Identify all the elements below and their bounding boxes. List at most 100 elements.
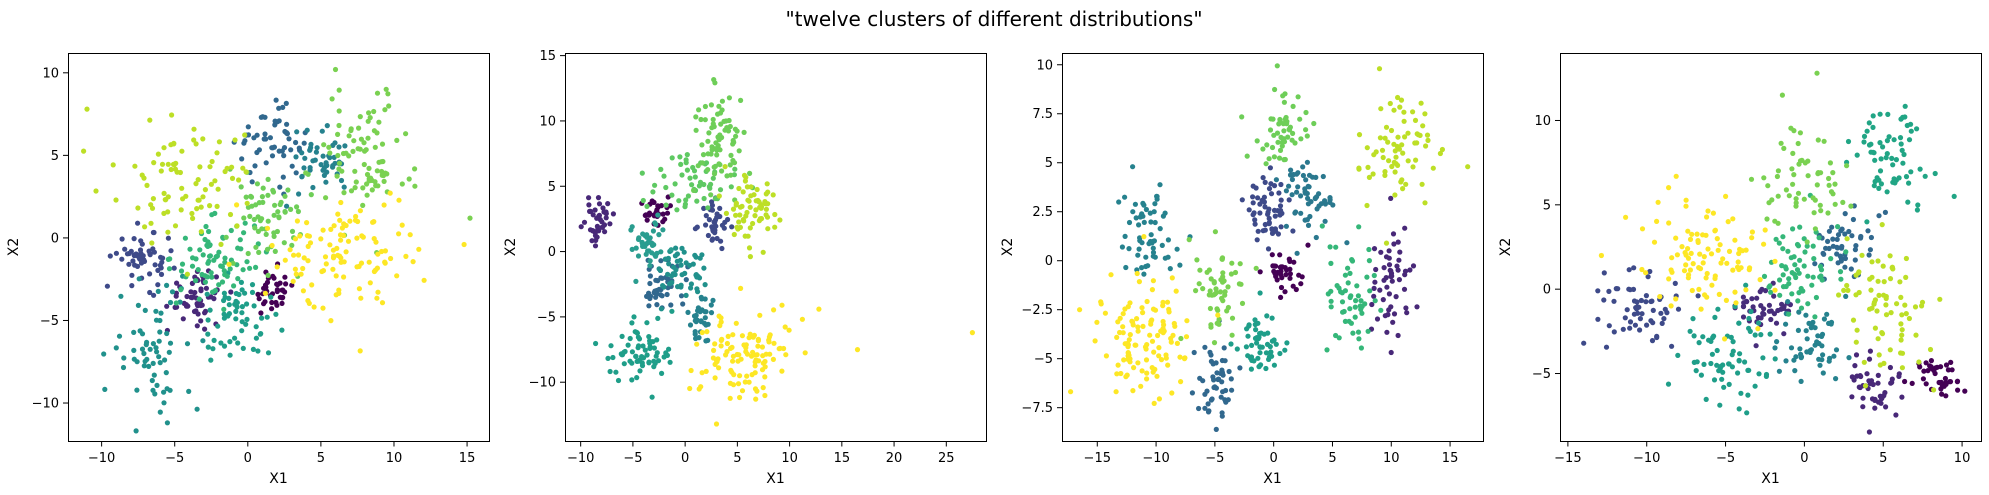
data-point xyxy=(731,139,737,145)
data-point xyxy=(1853,339,1859,345)
y-tick-label: 2.5 xyxy=(1032,205,1053,220)
data-point xyxy=(218,340,224,346)
data-point xyxy=(1178,335,1184,342)
y-tick-label: −5 xyxy=(1532,367,1551,382)
data-point xyxy=(1151,400,1157,406)
data-point xyxy=(335,131,341,137)
data-point xyxy=(1881,279,1887,285)
data-point xyxy=(1394,143,1400,150)
data-point xyxy=(252,225,258,231)
data-point xyxy=(205,344,211,350)
data-point xyxy=(1817,263,1824,270)
data-point xyxy=(724,340,731,347)
data-point xyxy=(288,147,294,153)
data-point xyxy=(388,255,394,262)
x-tick-label: 15 xyxy=(1442,451,1459,466)
data-point xyxy=(1726,248,1733,254)
data-point xyxy=(1347,294,1353,301)
data-point xyxy=(727,395,733,401)
data-point xyxy=(1394,263,1400,269)
data-point xyxy=(1264,142,1270,148)
data-point xyxy=(147,117,153,123)
data-point xyxy=(1736,357,1742,363)
data-point xyxy=(719,336,725,342)
data-point xyxy=(152,391,158,397)
data-point xyxy=(186,388,192,394)
data-point xyxy=(275,209,281,215)
data-point xyxy=(1177,354,1183,360)
data-point xyxy=(705,232,712,239)
data-point xyxy=(683,260,689,266)
data-point xyxy=(1669,343,1675,349)
data-point xyxy=(1208,324,1214,330)
data-point xyxy=(1098,299,1104,305)
data-point xyxy=(1122,194,1128,200)
data-point xyxy=(650,189,656,195)
data-point xyxy=(293,170,299,176)
data-point xyxy=(1169,275,1175,281)
data-point xyxy=(1888,310,1894,316)
data-point xyxy=(357,348,363,354)
data-point xyxy=(358,136,364,142)
data-point xyxy=(1276,190,1282,196)
data-point xyxy=(138,238,144,244)
data-point xyxy=(746,245,753,251)
data-point xyxy=(1853,352,1860,358)
data-point xyxy=(1887,347,1893,353)
data-point xyxy=(1788,345,1795,351)
data-point xyxy=(1842,264,1848,270)
data-point xyxy=(1815,333,1821,339)
data-point xyxy=(1355,293,1361,299)
data-point xyxy=(1212,229,1218,235)
data-point xyxy=(1143,263,1149,270)
data-point xyxy=(164,330,170,337)
data-point xyxy=(712,227,718,233)
data-point xyxy=(265,192,271,198)
data-point xyxy=(1898,337,1904,343)
data-point xyxy=(1720,369,1726,375)
data-point xyxy=(1356,224,1362,230)
data-point xyxy=(605,201,611,207)
data-point xyxy=(1814,340,1820,346)
data-point xyxy=(687,322,694,328)
data-point xyxy=(589,238,595,244)
data-point xyxy=(1746,267,1752,273)
data-point xyxy=(1374,316,1381,322)
data-point xyxy=(667,359,673,365)
data-point xyxy=(1870,113,1876,119)
data-point xyxy=(228,227,234,234)
data-point xyxy=(664,210,671,216)
data-point xyxy=(716,313,722,319)
data-point xyxy=(1872,157,1878,163)
data-point xyxy=(1906,315,1912,322)
data-point xyxy=(1211,377,1217,383)
data-point xyxy=(1776,368,1782,374)
data-point xyxy=(759,367,766,373)
data-point xyxy=(1278,264,1284,270)
data-point xyxy=(1696,265,1702,271)
data-point xyxy=(1103,353,1109,359)
data-point xyxy=(690,261,696,267)
data-point xyxy=(1637,316,1643,322)
data-point xyxy=(1627,325,1633,331)
data-point xyxy=(1347,270,1353,276)
data-point xyxy=(1865,228,1871,234)
data-point xyxy=(168,142,174,148)
data-point xyxy=(1685,255,1692,261)
data-point xyxy=(258,310,264,316)
data-point xyxy=(1813,294,1819,301)
data-point xyxy=(379,300,386,306)
data-point xyxy=(173,300,179,306)
data-point xyxy=(1367,288,1373,294)
data-point xyxy=(1213,426,1219,432)
data-point xyxy=(1278,181,1284,188)
data-point xyxy=(229,175,236,181)
data-point xyxy=(1834,236,1840,242)
cluster-3 xyxy=(1239,165,1296,252)
data-point xyxy=(658,292,664,298)
data-point xyxy=(1265,246,1272,252)
data-point xyxy=(1219,256,1225,262)
x-tick-label: −5 xyxy=(1716,451,1735,466)
data-point xyxy=(741,129,747,135)
data-point xyxy=(301,140,307,146)
